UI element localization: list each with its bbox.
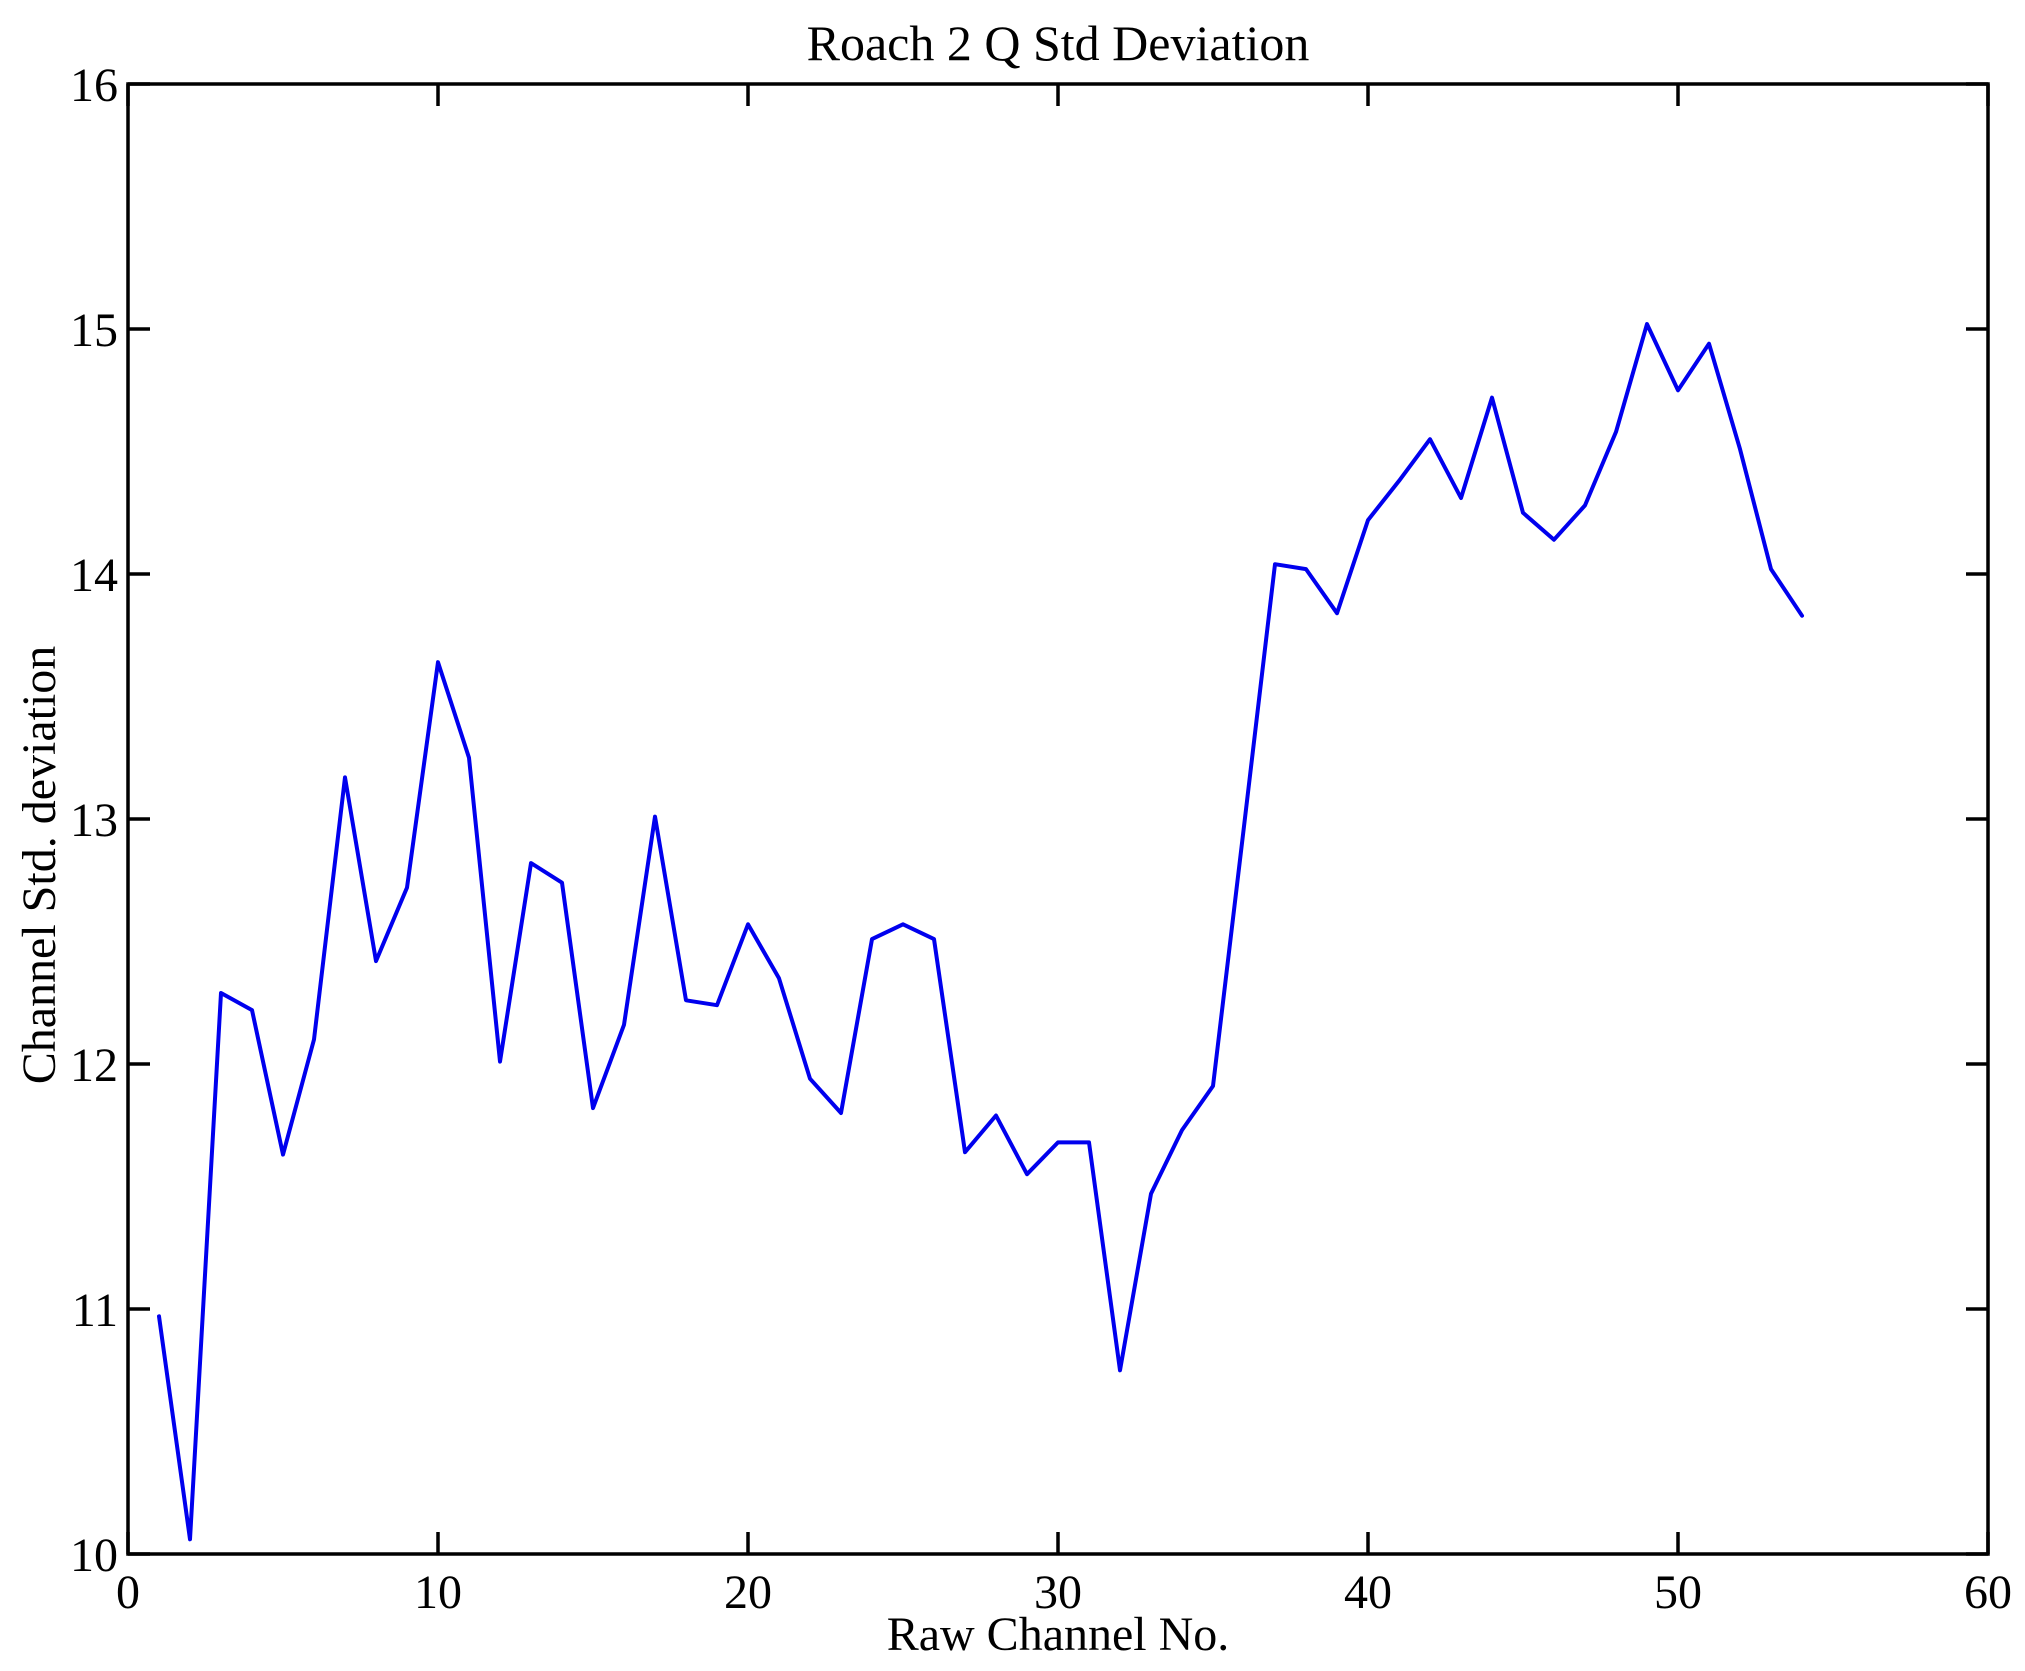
y-tick-label: 12: [70, 1039, 118, 1092]
y-tick-label: 11: [72, 1284, 118, 1337]
y-tick-label: 10: [70, 1529, 118, 1582]
x-tick-label: 40: [1344, 1566, 1392, 1619]
series-line: [157, 322, 1804, 1542]
x-tick-label: 50: [1654, 1566, 1702, 1619]
x-tick-label: 60: [1964, 1566, 2012, 1619]
x-tick-label: 20: [724, 1566, 772, 1619]
y-tick-label: 14: [70, 549, 118, 602]
y-tick-label: 16: [70, 59, 118, 112]
y-axis-ticks-right: [1966, 82, 1988, 1556]
x-tick-label: 0: [116, 1566, 140, 1619]
x-axis-ticks-bottom: [126, 1532, 1990, 1554]
x-axis-ticks-top: [126, 84, 1990, 106]
x-tick-label: 10: [414, 1566, 462, 1619]
x-axis-label: Raw Channel No.: [887, 1608, 1230, 1661]
y-axis-ticks-left: [128, 82, 150, 1556]
x-tick-label: 30: [1034, 1566, 1082, 1619]
y-axis-label: Channel Std. deviation: [13, 646, 66, 1085]
y-tick-label: 15: [70, 304, 118, 357]
x-axis-tick-labels: 0 10 20 30 40 50 60: [116, 1566, 2012, 1619]
y-axis-tick-labels: 10 11 12 13 14 15 16: [70, 59, 118, 1582]
chart-title: Roach 2 Q Std Deviation: [807, 15, 1310, 71]
plot-border: [126, 82, 1990, 1556]
y-tick-label: 13: [70, 794, 118, 847]
